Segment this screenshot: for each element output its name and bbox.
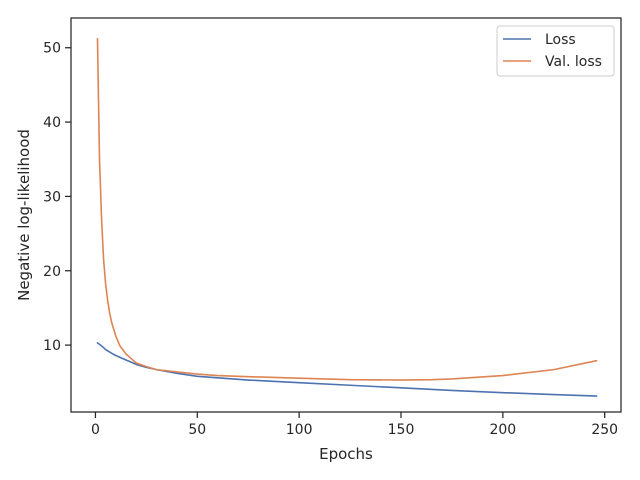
y-axis-label: Negative log-likelihood xyxy=(15,129,33,301)
y-tick-label: 10 xyxy=(43,338,61,354)
plot-area xyxy=(70,17,622,413)
y-tick-label: 20 xyxy=(43,264,61,280)
x-axis-ticks: 0 50 100 150 200 250 xyxy=(91,412,618,438)
legend-label-val-loss: Val. loss xyxy=(545,54,602,70)
y-tick-label: 50 xyxy=(43,41,61,57)
x-tick-label: 100 xyxy=(286,422,313,438)
series-lines xyxy=(96,38,598,397)
y-axis-ticks: 10 20 30 40 50 xyxy=(43,41,71,354)
legend-label-loss: Loss xyxy=(545,32,576,48)
y-tick-label: 30 xyxy=(43,189,61,205)
y-tick-label: 40 xyxy=(43,115,61,131)
x-tick-label: 0 xyxy=(91,422,100,438)
x-tick-label: 250 xyxy=(591,422,618,438)
x-axis-label: Epochs xyxy=(319,445,373,463)
legend: Loss Val. loss xyxy=(496,25,615,77)
series-line-val-loss xyxy=(96,38,598,381)
series-line-loss xyxy=(96,342,598,397)
x-tick-label: 200 xyxy=(489,422,516,438)
x-tick-label: 50 xyxy=(188,422,206,438)
x-tick-label: 150 xyxy=(388,422,415,438)
